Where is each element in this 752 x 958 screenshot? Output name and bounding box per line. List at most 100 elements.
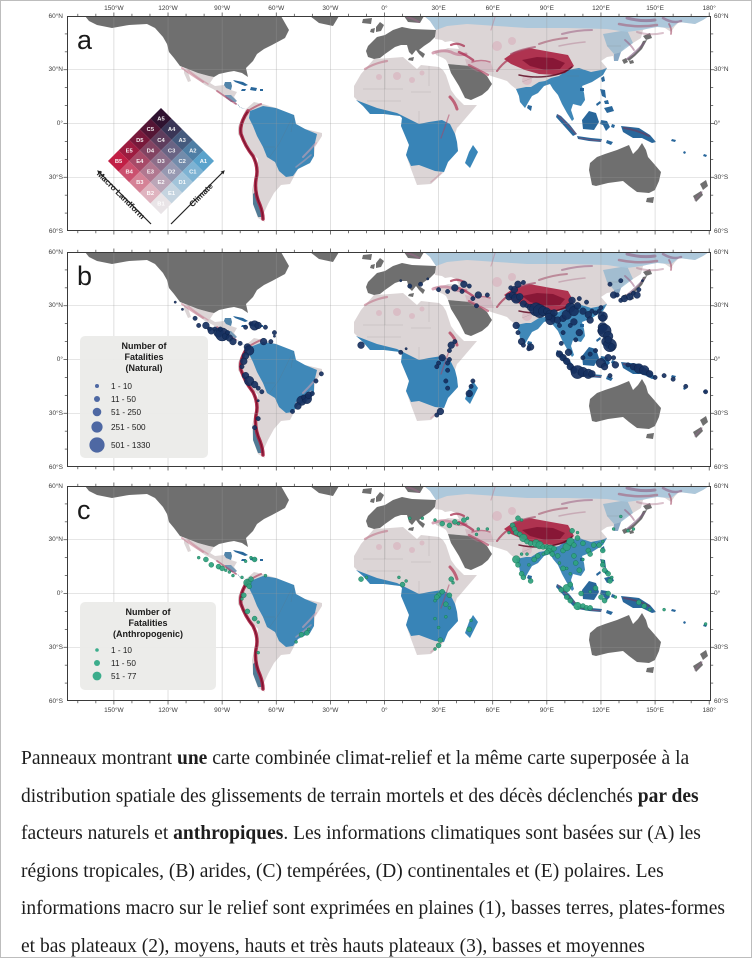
map-panel-b: Number of Fatalities (Natural) 1 - 10 11 - 5… <box>63 248 715 471</box>
lat-tick-label: 30°N <box>48 66 63 74</box>
lon-tick-label: 90°W <box>214 5 231 12</box>
bivariate-cell-label: A5 <box>157 117 165 123</box>
lat-tick-label: 30°N <box>48 536 63 544</box>
lat-tick-label: 30°S <box>714 409 729 417</box>
caption-segment-bold: une <box>176 748 208 769</box>
lat-tick-label: 60°N <box>714 248 729 256</box>
caption-segment: facteurs naturels et <box>21 823 174 844</box>
caption-segment: carte combinée climat-relief et la même … <box>21 748 690 807</box>
lon-tick-label: 90°E <box>539 707 554 714</box>
lon-tick-label: 120°E <box>592 5 610 12</box>
legend-title-line: (Anthropogenic) <box>113 629 183 639</box>
lon-tick-label: 150°E <box>646 5 664 12</box>
map-frame <box>67 16 711 231</box>
bivariate-cell-label: A1 <box>200 159 208 165</box>
bivariate-cell-label: E1 <box>168 191 176 197</box>
bivariate-cell-label: E3 <box>147 170 155 176</box>
lon-tick-label: 0° <box>381 707 388 714</box>
landslide-dots-anthropogenic <box>196 514 708 655</box>
legend-class-label: 51 - 250 <box>111 408 141 417</box>
caption-segment: . Les informations climatiques sont basé… <box>21 823 725 957</box>
lat-tick-label: 30°N <box>48 302 63 310</box>
lat-tick-label: 0° <box>714 356 721 363</box>
legend-title-line: Number of <box>126 607 172 617</box>
figure-caption: Panneaux montrant une carte combinée cli… <box>1 731 751 957</box>
lat-tick-label: 60°N <box>48 12 63 20</box>
bivariate-cell-label: D1 <box>179 180 187 186</box>
map-panel-c: Number of Fatalities (Anthropogenic) 1 - 10… <box>63 482 715 705</box>
lon-tick-label: 60°W <box>268 5 285 12</box>
lon-tick-label: 90°E <box>539 5 554 12</box>
lat-tick-label: 60°S <box>714 227 729 235</box>
lat-tick-label: 30°S <box>714 643 729 651</box>
legend-class-label: 501 - 1330 <box>111 441 151 450</box>
bivariate-cell-label: A2 <box>189 148 196 154</box>
lat-tick-label: 60°S <box>48 463 63 471</box>
lon-tick-label: 0° <box>381 5 388 12</box>
bivariate-cell-label: D2 <box>168 170 175 176</box>
legend-class-label: 251 - 500 <box>111 423 146 432</box>
frame-ticks <box>63 482 715 705</box>
lon-tick-label: 30°W <box>322 707 339 714</box>
lat-tick-label: 30°N <box>714 66 729 74</box>
panel-letter: a <box>77 25 93 55</box>
lat-tick-label: 0° <box>714 120 721 127</box>
bivariate-cell-label: E4 <box>136 159 144 165</box>
lat-tick-label: 30°S <box>48 643 63 651</box>
map-panel-a: A5 A4 A3 A2 A1 C5 C4 C3 C2 C1 D5 D4 D3 D2 D1 E5 E4 E3 E2 E1… <box>63 12 715 235</box>
lon-tick-label: 150°W <box>104 707 124 714</box>
lat-tick-label: 0° <box>56 120 63 127</box>
bivariate-cell-label: E5 <box>126 148 134 154</box>
bivariate-cell-label: E2 <box>157 180 164 186</box>
lat-tick-label: 60°S <box>48 697 63 705</box>
lon-tick-label: 60°E <box>485 5 500 12</box>
frame-ticks <box>63 12 715 235</box>
lat-tick-label: 0° <box>56 356 63 363</box>
lon-tick-label: 30°E <box>431 707 446 714</box>
bivariate-cell-label: D3 <box>157 159 165 165</box>
lat-tick-label: 30°N <box>714 302 729 310</box>
lat-tick-label: 60°S <box>48 227 63 235</box>
bivariate-cell-label: D4 <box>147 148 155 154</box>
panel-letter: b <box>77 261 92 291</box>
lon-tick-label: 150°W <box>104 5 124 12</box>
legend-title-line: Fatalities <box>124 352 163 362</box>
bivariate-cell-label: B1 <box>157 201 165 207</box>
bivariate-cell-label: C4 <box>157 138 165 144</box>
lat-tick-label: 60°S <box>714 463 729 471</box>
legend-class-label: 1 - 10 <box>111 382 132 391</box>
lat-tick-label: 30°S <box>714 173 729 181</box>
bivariate-cell-label: A3 <box>179 138 187 144</box>
graticule <box>67 16 711 231</box>
lat-tick-label: 30°S <box>48 173 63 181</box>
lon-tick-label: 30°E <box>431 5 446 12</box>
map-frame <box>67 252 711 467</box>
bivariate-cell-label: C5 <box>147 127 155 133</box>
lat-tick-label: 60°N <box>48 248 63 256</box>
lon-tick-label: 120°E <box>592 707 610 714</box>
legend-class-label: 51 - 77 <box>111 672 137 681</box>
lat-tick-label: 60°N <box>48 482 63 490</box>
legend-title-line: Number of <box>122 341 168 351</box>
caption-segment: Panneaux montrant <box>21 748 177 769</box>
lon-tick-label: 60°W <box>268 707 285 714</box>
lon-tick-label: 90°W <box>214 707 231 714</box>
lat-tick-label: 60°N <box>714 482 729 490</box>
bivariate-cell-label: D5 <box>136 138 144 144</box>
caption-segment-bold: par des <box>637 785 699 807</box>
lat-tick-label: 30°N <box>714 536 729 544</box>
bivariate-cell-label: B4 <box>125 170 133 176</box>
bivariate-cell-label: C2 <box>179 159 186 165</box>
lat-tick-label: 60°N <box>714 12 729 20</box>
bivariate-cell-label: B3 <box>136 180 144 186</box>
landslide-dots-natural <box>173 277 708 430</box>
lon-tick-label: 180° <box>702 707 716 714</box>
lon-tick-label: 30°W <box>322 5 339 12</box>
map-frame <box>67 486 711 701</box>
legend-class-label: 11 - 50 <box>111 659 136 668</box>
frame-ticks <box>63 248 715 471</box>
bivariate-cell-label: C1 <box>189 170 197 176</box>
